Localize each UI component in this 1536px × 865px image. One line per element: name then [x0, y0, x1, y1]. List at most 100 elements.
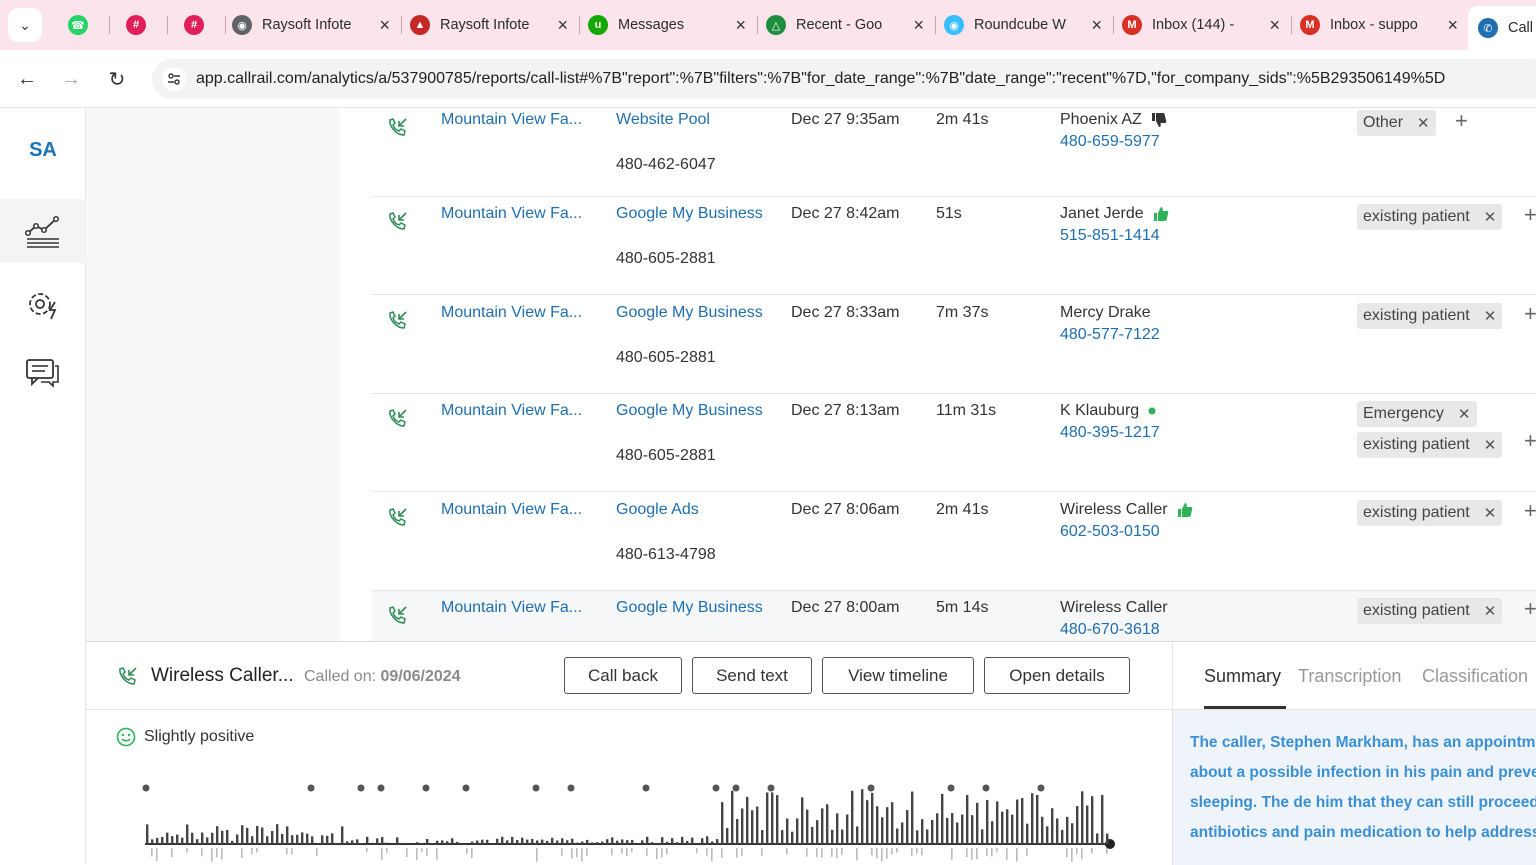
company-link[interactable]: Mountain View Fa... [441, 599, 582, 617]
browser-tab[interactable]: △Recent - Goo× [756, 6, 934, 44]
waveform-bar [296, 835, 298, 844]
remove-tag-icon[interactable]: ✕ [1417, 114, 1430, 132]
waveform-bar-lower [871, 848, 873, 855]
browser-tab[interactable]: ◉Raysoft Infote× [222, 6, 400, 44]
site-info-icon[interactable] [162, 67, 186, 91]
waveform-bar [446, 841, 448, 844]
call-audio-waveform[interactable] [140, 772, 1120, 865]
tab-classification[interactable]: Classification [1422, 666, 1528, 687]
close-tab-icon[interactable]: × [1269, 15, 1280, 36]
open-details-button[interactable]: Open details [984, 657, 1130, 694]
caller-number-link[interactable]: 515-851-1414 [1060, 227, 1160, 245]
company-link[interactable]: Mountain View Fa... [441, 111, 582, 129]
close-tab-icon[interactable]: × [557, 15, 568, 36]
waveform-bar [921, 819, 923, 844]
tab-transcription[interactable]: Transcription [1298, 666, 1401, 687]
sidebar-item-settings[interactable] [0, 272, 86, 336]
waveform-bar [151, 839, 153, 844]
browser-tab[interactable]: # [174, 6, 224, 44]
waveform-bar [211, 833, 213, 844]
waveform-bar [986, 800, 988, 844]
inbound-call-icon [386, 310, 408, 337]
close-tab-icon[interactable]: × [1447, 15, 1458, 36]
tab-summary[interactable]: Summary [1204, 666, 1281, 687]
company-link[interactable]: Mountain View Fa... [441, 304, 582, 322]
table-row[interactable]: Mountain View Fa... Google My Business 480… [372, 394, 1536, 492]
close-tab-icon[interactable]: × [913, 15, 924, 36]
back-button[interactable]: ← [12, 64, 42, 94]
browser-tab[interactable]: ◉Roundcube W× [934, 6, 1112, 44]
browser-tab[interactable]: ✆Call [1468, 6, 1536, 50]
close-tab-icon[interactable]: × [735, 15, 746, 36]
waveform-bar [951, 813, 953, 844]
send-text-button[interactable]: Send text [692, 657, 812, 694]
waveform-bar-lower [736, 848, 738, 858]
reload-button[interactable]: ↻ [102, 64, 132, 94]
waveform-bar-lower [1081, 848, 1083, 859]
company-link[interactable]: Mountain View Fa... [441, 205, 582, 223]
table-row[interactable]: Mountain View Fa... Google Ads 480-613-479… [372, 493, 1536, 591]
browser-tab[interactable]: ☎ [58, 6, 108, 44]
remove-tag-icon[interactable]: ✕ [1484, 307, 1497, 325]
waveform-bar-lower [436, 848, 438, 860]
sidebar-item-analytics[interactable] [0, 199, 86, 263]
close-tab-icon[interactable]: × [1091, 15, 1102, 36]
remove-tag-icon[interactable]: ✕ [1484, 208, 1497, 226]
browser-tab[interactable]: # [116, 6, 166, 44]
add-tag-icon[interactable]: + [1524, 498, 1536, 524]
forward-button[interactable]: → [56, 64, 86, 94]
caller-number-link[interactable]: 480-659-5977 [1060, 133, 1160, 151]
call-back-button[interactable]: Call back [564, 657, 682, 694]
source-link[interactable]: Google My Business [616, 599, 763, 617]
add-tag-icon[interactable]: + [1524, 301, 1536, 327]
url-field[interactable]: app.callrail.com/analytics/a/537900785/r… [152, 59, 1536, 99]
table-row[interactable]: Mountain View Fa... Google My Business 480… [372, 296, 1536, 394]
waveform-bar [1106, 834, 1108, 844]
source-link[interactable]: Google My Business [616, 205, 763, 223]
remove-tag-icon[interactable]: ✕ [1458, 405, 1471, 423]
browser-tab[interactable]: ▲Raysoft Infote× [400, 6, 578, 44]
add-tag-icon[interactable]: + [1524, 596, 1536, 622]
source-link[interactable]: Google My Business [616, 402, 763, 420]
add-tag-icon[interactable]: + [1455, 109, 1468, 134]
source-link[interactable]: Website Pool [616, 111, 710, 129]
tab-search-button[interactable]: ⌄ [8, 8, 42, 42]
waveform-bar-lower [916, 848, 918, 853]
waveform-bar [641, 840, 643, 844]
inbound-call-icon [386, 507, 408, 534]
caller-number-link[interactable]: 480-577-7122 [1060, 326, 1160, 344]
company-link[interactable]: Mountain View Fa... [441, 501, 582, 519]
add-tag-icon[interactable]: + [1524, 202, 1536, 228]
waveform-bar [551, 838, 553, 844]
waveform-bar [226, 830, 228, 844]
sidebar-item-messages[interactable] [0, 341, 86, 405]
close-tab-icon[interactable]: × [379, 15, 390, 36]
waveform-bar [826, 804, 828, 844]
add-tag-icon[interactable]: + [1524, 428, 1536, 454]
remove-tag-icon[interactable]: ✕ [1484, 436, 1497, 454]
sa-logo[interactable]: SA [0, 139, 86, 162]
thumbs-up-icon [1176, 501, 1194, 519]
waveform-bar [301, 832, 303, 844]
caller-number-link[interactable]: 480-670-3618 [1060, 621, 1160, 639]
company-link[interactable]: Mountain View Fa... [441, 402, 582, 420]
caller-number-link[interactable]: 480-395-1217 [1060, 424, 1160, 442]
view-timeline-button[interactable]: View timeline [822, 657, 974, 694]
waveform-bar-lower [1016, 848, 1018, 862]
source-link[interactable]: Google My Business [616, 304, 763, 322]
caller-number-link[interactable]: 602-503-0150 [1060, 523, 1160, 541]
call-duration: 2m 41s [936, 501, 988, 519]
remove-tag-icon[interactable]: ✕ [1484, 602, 1497, 620]
source-link[interactable]: Google Ads [616, 501, 699, 519]
tag-label: existing patient [1363, 504, 1470, 522]
tab-title: Messages [618, 17, 727, 33]
remove-tag-icon[interactable]: ✕ [1484, 504, 1497, 522]
tracking-number: 480-613-4798 [616, 546, 716, 564]
